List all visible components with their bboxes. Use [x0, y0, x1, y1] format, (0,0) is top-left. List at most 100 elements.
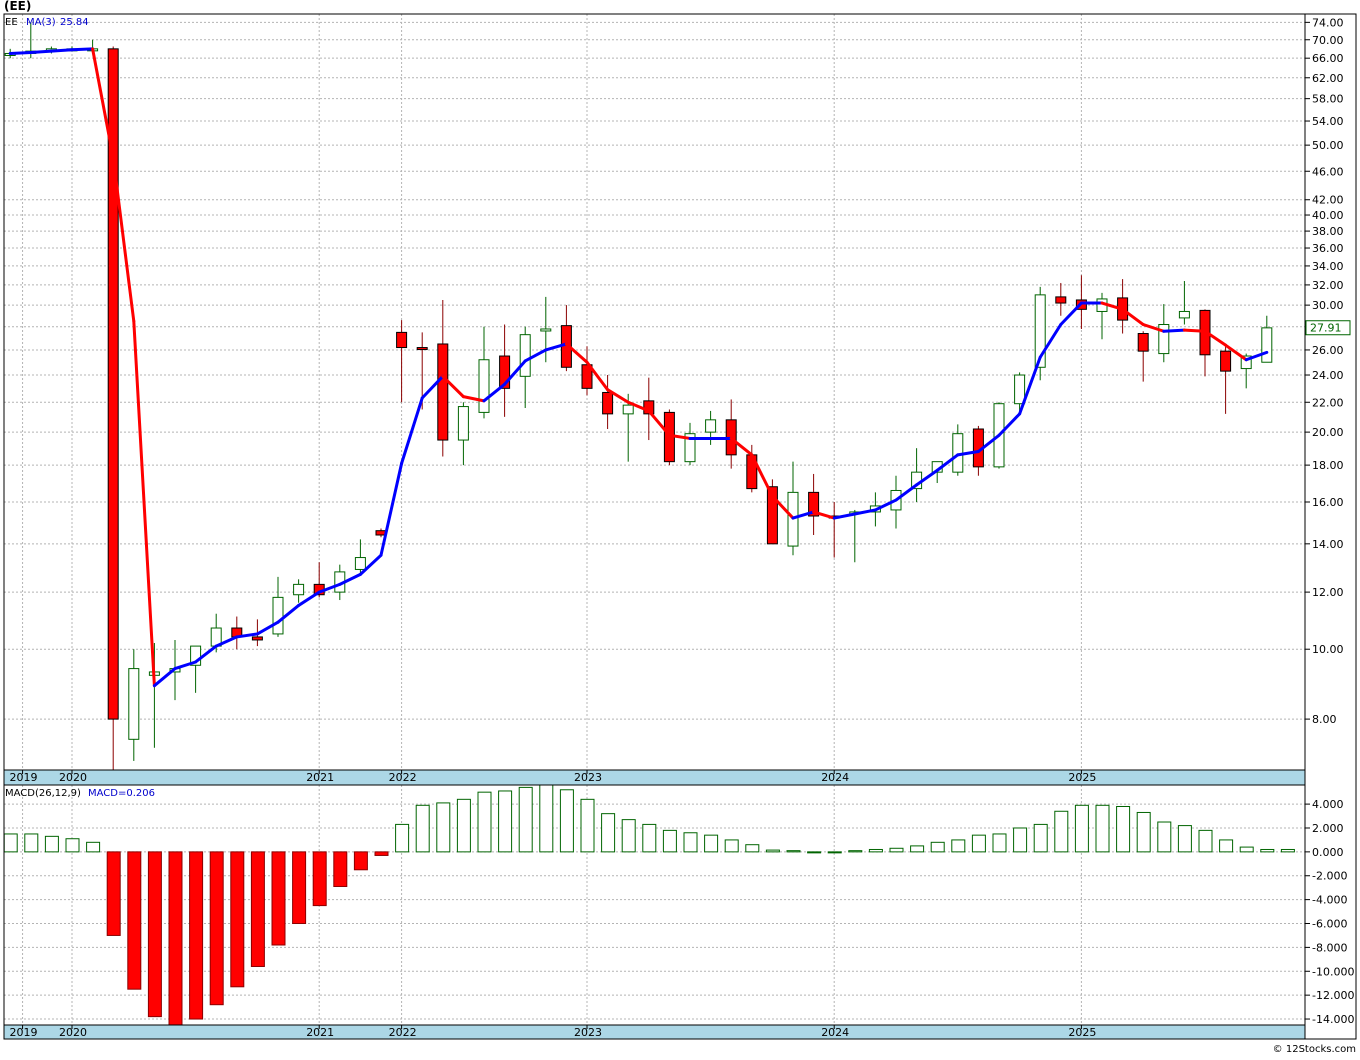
- last-price-label: 27.91: [1310, 322, 1342, 335]
- date-tick-label: 2024: [821, 1026, 849, 1039]
- price-tick-label: 54.00: [1312, 115, 1344, 128]
- macd-bar-positive: [745, 844, 760, 853]
- macd-bar-positive: [724, 839, 739, 853]
- macd-bar-positive: [910, 845, 925, 853]
- ma-segment-up: [70, 47, 95, 52]
- ma-segment-down: [750, 453, 774, 498]
- price-tick-label: 16.00: [1312, 496, 1344, 509]
- ma-segment-down: [647, 409, 671, 437]
- ma-segment-up: [873, 498, 898, 512]
- ma-segment-down: [585, 360, 610, 392]
- candle-up: [1034, 294, 1046, 368]
- ma-segment-up: [976, 433, 1001, 453]
- macd-bar-positive: [971, 834, 986, 853]
- price-tick-label: 34.00: [1312, 260, 1344, 273]
- ma-segment-up: [173, 660, 198, 671]
- ma-segment-up: [49, 48, 74, 53]
- macd-tick-label: -14.000: [1312, 1013, 1354, 1026]
- price-tick-label: 30.00: [1312, 299, 1344, 312]
- legend-ma-label: MA(3): [26, 17, 56, 28]
- chart-title: (EE): [4, 0, 31, 13]
- ma-segment-down: [1203, 329, 1228, 347]
- ma-segment-up: [152, 667, 177, 688]
- candle-up: [1014, 374, 1026, 405]
- candle-up: [457, 406, 469, 441]
- legend-ma-value: 25.84: [60, 17, 89, 28]
- macd-bar-negative: [168, 851, 183, 1026]
- ma-segment-up: [832, 512, 857, 520]
- ma-segment-up: [420, 374, 445, 400]
- date-tick-label: 2021: [306, 771, 334, 784]
- macd-bar-negative: [230, 851, 245, 988]
- ma-segment-up: [235, 632, 259, 639]
- date-tick-label: 2025: [1068, 771, 1096, 784]
- macd-bar-negative: [147, 851, 162, 1018]
- macd-bar-positive: [86, 841, 101, 853]
- date-tick-label: 2023: [574, 1026, 602, 1039]
- macd-bar-positive: [24, 833, 39, 853]
- ma-segment-up: [194, 644, 218, 664]
- macd-tick-label: -12.000: [1312, 989, 1354, 1002]
- ma-segment-up: [935, 453, 960, 472]
- candle-down: [499, 355, 511, 389]
- ma-segment-up: [853, 508, 877, 516]
- date-axis-band: [3, 1024, 1306, 1040]
- last-price-tag: 27.91: [1305, 320, 1351, 336]
- ma-segment-down: [667, 433, 692, 440]
- candle-up: [684, 433, 696, 463]
- macd-bar-negative: [271, 851, 286, 946]
- macd-bar-positive: [951, 839, 966, 853]
- ma-segment-down: [1224, 343, 1248, 362]
- macd-bar-positive: [3, 833, 18, 853]
- candle-down: [437, 343, 449, 441]
- macd-bar-negative: [106, 851, 121, 936]
- macd-bar-negative: [250, 851, 265, 967]
- legend: EE MA(3) 25.84 MACD(26,12,9) MACD=0.206: [5, 17, 155, 799]
- candle-down: [416, 347, 428, 351]
- macd-bar-positive: [1116, 805, 1131, 853]
- macd-bar-positive: [518, 786, 533, 853]
- legend-symbol: EE: [5, 17, 18, 28]
- macd-bar-positive: [848, 850, 863, 853]
- date-tick-label: 2024: [821, 771, 849, 784]
- price-tick-label: 24.00: [1312, 369, 1344, 382]
- macd-bar-positive: [868, 848, 883, 853]
- macd-bar-positive: [1260, 848, 1275, 853]
- ma-segment-down: [91, 47, 115, 160]
- macd-bar-positive: [621, 819, 636, 853]
- price-tick-label: 10.00: [1312, 643, 1344, 656]
- macd-bar-positive: [601, 813, 616, 853]
- ma-segment-down: [812, 510, 836, 520]
- macd-bar-positive: [477, 791, 492, 853]
- macd-axis: 4.000 2.000 0.000 -2.000 -4.000 -6.000 -8.000 -…: [1305, 798, 1354, 1026]
- price-tick-label: 46.00: [1312, 165, 1344, 178]
- ma-segment-down: [1121, 307, 1145, 327]
- macd-bar-positive: [1177, 825, 1192, 853]
- macd-bar-positive: [539, 784, 554, 853]
- date-tick-label: 2022: [389, 1026, 417, 1039]
- ma-segment-up: [29, 49, 53, 55]
- macd-bar-positive: [1074, 804, 1089, 853]
- macd-bar-positive: [580, 798, 595, 853]
- price-tick-label: 70.00: [1312, 34, 1344, 47]
- macd-bar-negative: [333, 851, 348, 887]
- macd-tick-label: 0.000: [1312, 846, 1344, 859]
- macd-tick-label: 4.000: [1312, 798, 1344, 811]
- price-tick-label: 14.00: [1312, 538, 1344, 551]
- ma-segment-up: [915, 468, 939, 487]
- ma-segment-down: [1182, 328, 1207, 333]
- macd-tick-label: -8.000: [1312, 941, 1347, 954]
- candle-down: [107, 48, 119, 720]
- macd-bar-negative: [292, 851, 307, 925]
- macd-tick-label: -10.000: [1312, 965, 1354, 978]
- price-tick-label: 20.00: [1312, 426, 1344, 439]
- macd-bar-negative: [189, 851, 204, 1020]
- ma-segment-down: [564, 342, 589, 364]
- candle-up: [478, 359, 490, 413]
- macd-bar-positive: [1239, 846, 1254, 853]
- price-tick-label: 12.00: [1312, 586, 1344, 599]
- macd-bar-positive: [395, 823, 410, 853]
- candle-up: [1261, 327, 1273, 363]
